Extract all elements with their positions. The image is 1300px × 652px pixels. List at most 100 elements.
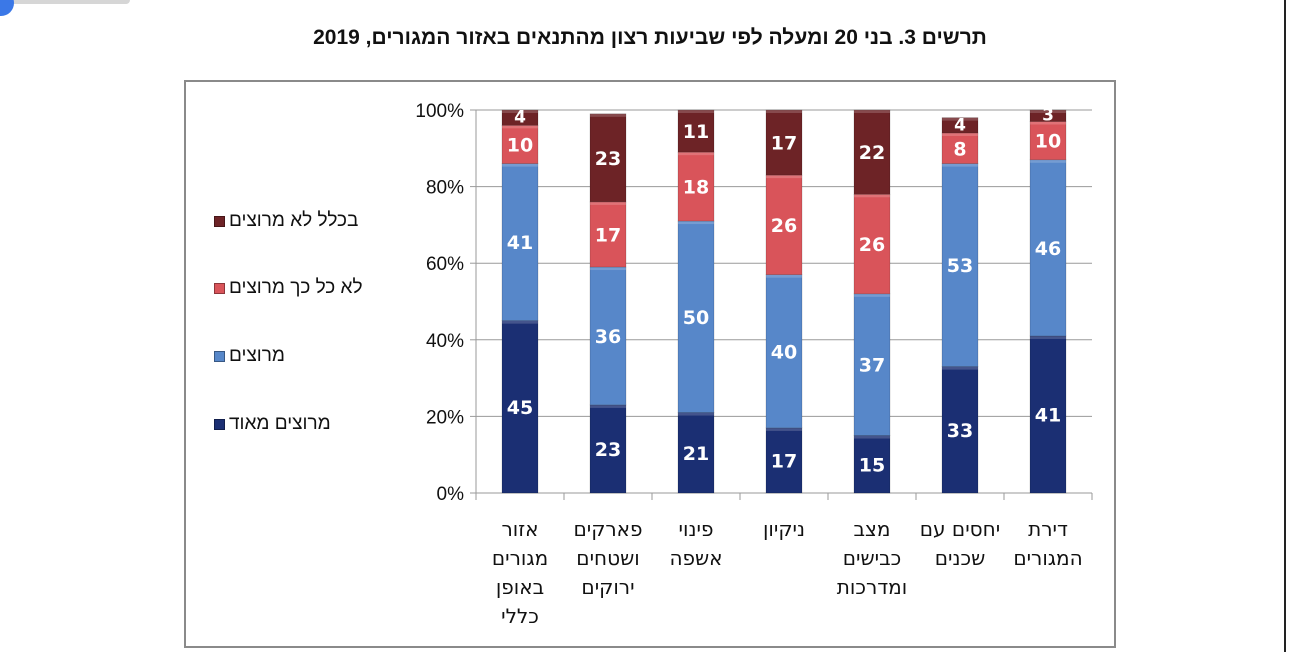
bar-segment-highlight [854,110,890,113]
data-label: 41 [507,232,533,254]
bar-segment [1029,109,1067,122]
bar-segment [677,220,715,413]
legend-swatch [214,418,225,430]
bar-segment [853,293,891,436]
data-label: 36 [595,326,621,348]
x-category-label: דירת [1028,517,1068,541]
bar-segment-highlight [1030,159,1066,163]
x-category-label: ניקיון [763,517,805,541]
x-category-label: ושטחים [576,546,639,570]
legend-swatch [214,215,225,227]
bar-segment [1029,335,1067,494]
data-label: 46 [1035,238,1061,260]
y-tick-label: 60% [426,254,464,275]
data-label: 53 [947,255,973,277]
bar-segment [765,174,803,275]
y-tick-label: 80% [426,178,464,199]
data-label: 8 [953,138,966,160]
legend-label: בכלל לא מרוצים [229,210,359,231]
bar-segment [677,151,715,222]
legend-item-satisfied: מרוצים [214,345,285,367]
x-category-label: מצב [853,517,890,541]
data-label: 45 [507,397,533,419]
bar-segment-highlight [766,110,802,113]
data-label: 10 [1035,131,1061,153]
bar-segment-highlight [1030,121,1066,125]
bar-segment [589,266,627,406]
legend-label: לא כל כך מרוצים [229,277,363,298]
x-category-label: פארקים [573,517,642,541]
data-label: 41 [1035,404,1061,426]
bar-segment [765,109,803,176]
chart-title: תרשים 3. בני 20 ומעלה לפי שביעות רצון מה… [313,26,987,49]
legend-item-very-dissatisfied: בכלל לא מרוצים [214,210,358,232]
x-category-label: ירוקים [581,575,634,599]
data-label: 23 [595,148,621,170]
data-label: 22 [859,142,885,164]
bar-segment [853,435,891,494]
bar-segment-highlight [942,366,978,370]
x-category-label: כללי [501,604,539,628]
data-label: 40 [771,341,797,363]
data-label: 4 [514,108,526,128]
data-label: 17 [771,450,797,472]
bar-segment [1029,121,1067,161]
bar-segment [853,193,891,295]
bar-segment-highlight [854,435,890,439]
bar-segment-highlight [502,125,538,129]
x-category-label: יחסים עם [920,517,1000,541]
legend-item-not-so-satisfied: לא כל כך מרוצים [214,277,363,299]
y-tick-label: 100% [415,101,464,122]
chart-frame [184,80,1116,648]
bar-segment-highlight [678,152,714,156]
bar-segment-highlight [678,110,714,113]
x-category-label: ומדרכות [837,575,907,599]
data-label: 17 [595,224,621,246]
x-category-label: מגורים [492,546,548,570]
bar-segment-highlight [590,201,626,205]
x-category-label: אשפה [669,546,722,570]
legend-swatch [214,350,225,362]
bar-segment [853,109,891,195]
data-label: 50 [683,307,709,329]
x-category-label: באופן [496,575,544,599]
bar-segment [677,412,715,494]
bar-segment [765,427,803,494]
x-category-label: כבישים [843,546,902,570]
bar-segment [941,366,979,494]
data-label: 15 [859,454,885,476]
bar-segment-highlight [590,267,626,271]
toolbar-tab [0,0,130,4]
legend-label: מרוצים מאוד [229,413,331,434]
bar-segment-highlight [1030,110,1066,113]
y-tick-label: 0% [437,484,465,505]
data-label: 26 [859,234,885,256]
bar-segment-highlight [502,110,538,113]
data-label: 23 [595,439,621,461]
bar-segment [765,274,803,429]
bar-segment [677,109,715,153]
bar-segment-highlight [678,221,714,225]
bar-segment-highlight [678,412,714,416]
data-label: 18 [683,177,709,199]
data-label: 17 [771,133,797,155]
bar-segment-highlight [502,320,538,324]
data-label: 21 [683,443,709,465]
bar-segment [941,163,979,367]
x-category-label: פינוי [679,517,714,541]
bar-segment [941,117,979,134]
legend-swatch [214,282,225,294]
y-tick-label: 20% [426,407,464,428]
bar-segment [589,113,627,203]
data-label: 10 [507,134,533,156]
data-label: 33 [947,420,973,442]
legend-label: מרוצים [229,345,285,366]
data-label: 3 [1042,106,1054,126]
data-label: 26 [771,215,797,237]
bar-segment-highlight [502,163,538,167]
y-tick-label: 40% [426,331,464,352]
bar-segment [501,163,539,321]
x-category-label: המגורים [1013,546,1082,570]
